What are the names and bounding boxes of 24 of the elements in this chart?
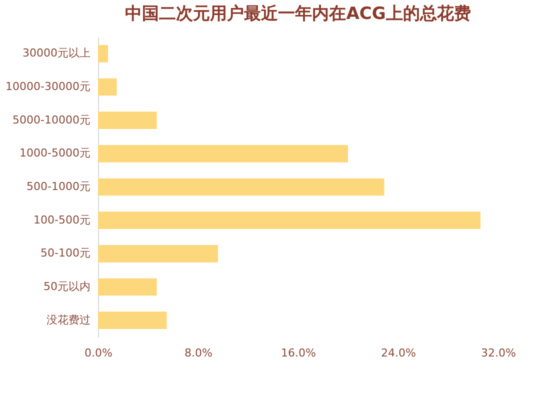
y-tick-label: 50元以内 (44, 280, 90, 293)
y-tick-label: 没花费过 (46, 313, 90, 326)
y-tick-label: 100-500元 (34, 213, 90, 226)
x-tick-label: 8.0% (184, 346, 212, 360)
y-tick-label: 500-1000元 (26, 180, 90, 193)
y-tick-label: 5000-10000元 (12, 113, 90, 126)
bar (98, 278, 157, 296)
bar (98, 45, 108, 62)
bar (98, 78, 117, 96)
chart-title: 中国二次元用户最近一年内在ACG上的总花费 (125, 4, 471, 24)
bar (98, 212, 480, 229)
bar (98, 312, 167, 329)
y-tick-label: 30000元以上 (22, 46, 90, 60)
y-tick-label: 1000-5000元 (20, 146, 90, 160)
bar (98, 145, 348, 162)
y-tick-label: 50-100元 (40, 246, 90, 260)
bar (98, 112, 157, 129)
bar (98, 178, 384, 196)
bar (98, 245, 218, 262)
y-tick-label: 10000-30000元 (6, 80, 90, 93)
x-tick-label: 0.0% (84, 346, 112, 360)
x-tick-label: 24.0% (381, 346, 416, 360)
x-tick-label: 32.0% (481, 346, 516, 360)
x-tick-label: 16.0% (281, 346, 316, 360)
